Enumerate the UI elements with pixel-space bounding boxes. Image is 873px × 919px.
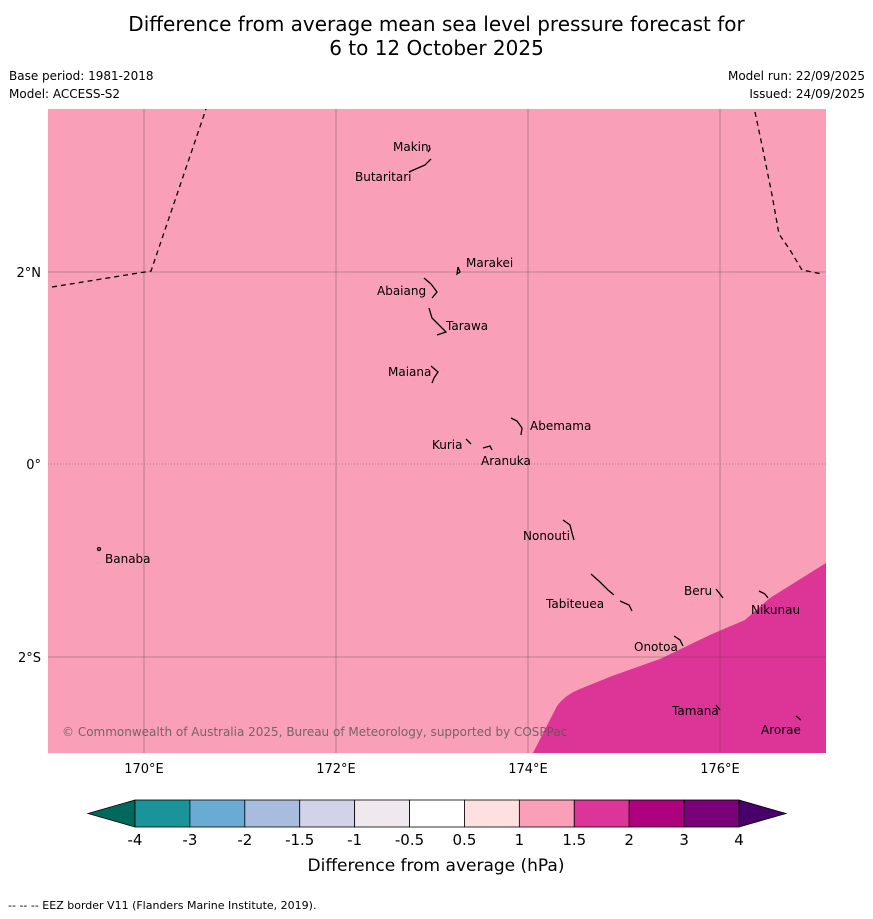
colorbar-bin-4 <box>354 799 410 828</box>
nonouti-outline <box>562 519 575 541</box>
label-banaba: Banaba <box>105 552 151 566</box>
banaba-outline <box>96 546 102 552</box>
lon-label-170e: 170°E <box>124 762 164 777</box>
colorbar-bin-5 <box>409 799 465 828</box>
colorbar-tick-label: 1.5 <box>562 831 586 849</box>
lat-label-0: 0° <box>26 458 41 473</box>
label-marakei: Marakei <box>466 256 513 270</box>
maiana-outline <box>430 365 439 384</box>
kuria-outline <box>465 438 472 445</box>
issued-date: Issued: 24/09/2025 <box>749 87 865 101</box>
onotoa-outline <box>673 635 684 647</box>
graticule <box>48 109 826 753</box>
label-nonouti: Nonouti <box>523 529 570 543</box>
lon-label-174e: 174°E <box>508 762 548 777</box>
chart-title: Difference from average mean sea level p… <box>0 12 873 60</box>
colorbar-tick-label: -2 <box>237 831 252 849</box>
abaiang-outline <box>423 277 438 299</box>
beru-outline <box>715 588 724 599</box>
label-makin: Makin <box>393 140 429 154</box>
butaritari-outline <box>408 158 432 173</box>
colorbar-tick-label: 2 <box>624 831 634 849</box>
arorae-outline <box>795 715 802 721</box>
colorbar: -4 -3 -2 -1.5 -1 -0.5 0.5 1 1.5 2 3 4 <box>86 799 788 849</box>
colorbar-bin-3 <box>299 799 356 828</box>
label-beru: Beru <box>684 584 712 598</box>
colorbar-title: Difference from average (hPa) <box>308 856 565 876</box>
island-outlines <box>96 144 802 721</box>
title-line-1: Difference from average mean sea level p… <box>128 12 745 36</box>
colorbar-bin-1 <box>189 799 246 828</box>
axis-labels: 170°E 172°E 174°E 176°E 2°N 0° 2°S <box>17 266 740 777</box>
model-run: Model run: 22/09/2025 <box>727 69 865 83</box>
abemama-outline <box>510 417 523 436</box>
base-period: Base period: 1981-2018 <box>9 69 154 83</box>
label-tamana: Tamana <box>671 704 719 718</box>
lat-label-2s: 2°S <box>18 651 41 666</box>
tarawa-outline <box>428 307 448 336</box>
meta-left: Base period: 1981-2018 Model: ACCESS-S2 <box>9 67 154 103</box>
colorbar-tick-label: 4 <box>734 831 744 849</box>
copyright-notice: © Commonwealth of Australia 2025, Bureau… <box>62 725 567 739</box>
label-abemama: Abemama <box>530 419 591 433</box>
title-line-2: 6 to 12 October 2025 <box>329 36 544 60</box>
label-kuria: Kuria <box>432 438 463 452</box>
anomaly-field-1.5-to-2 <box>533 563 826 753</box>
label-aranuka: Aranuka <box>481 454 531 468</box>
nikunau-outline <box>758 590 769 599</box>
label-butaritari: Butaritari <box>355 170 412 184</box>
lat-label-2n: 2°N <box>17 266 42 281</box>
label-nikunau: Nikunau <box>751 603 800 617</box>
eez-border-east <box>754 111 823 275</box>
eez-footnote: -- -- -- EEZ border V11 (Flanders Marine… <box>8 899 317 912</box>
makin-outline <box>427 144 431 153</box>
map-panel: Makin Butaritari Marakei Abaiang Tarawa … <box>48 109 826 753</box>
lon-label-176e: 176°E <box>700 762 740 777</box>
colorbar-tick-label: -0.5 <box>395 831 424 849</box>
label-abaiang: Abaiang <box>377 284 426 298</box>
tabiteuea-outline <box>590 573 633 612</box>
colorbar-bin-8 <box>573 799 630 828</box>
label-maiana: Maiana <box>388 365 431 379</box>
colorbar-tick-label: 3 <box>679 831 689 849</box>
eez-borders <box>51 109 823 288</box>
colorbar-bin-9 <box>628 799 685 828</box>
marakei-outline <box>456 266 461 276</box>
label-arorae: Arorae <box>761 723 801 737</box>
label-onotoa: Onotoa <box>634 640 678 654</box>
aranuka-outline <box>482 445 493 451</box>
colorbar-bin-7 <box>518 799 575 828</box>
colorbar-tick-label: -1.5 <box>285 831 314 849</box>
colorbar-tick-label: -1 <box>347 831 362 849</box>
model-name: Model: ACCESS-S2 <box>9 87 121 101</box>
meta-right: Model run: 22/09/2025 Issued: 24/09/2025 <box>728 67 865 103</box>
colorbar-bin-0 <box>134 799 191 828</box>
label-tabiteuea: Tabiteuea <box>545 597 604 611</box>
label-tarawa: Tarawa <box>445 319 488 333</box>
colorbar-bin-2 <box>244 799 301 828</box>
colorbar-extend-high <box>738 799 788 828</box>
colorbar-bin-10 <box>683 799 740 828</box>
colorbar-tick-label: -3 <box>182 831 197 849</box>
colorbar-bin-6 <box>464 799 520 828</box>
eez-border-west <box>51 109 207 288</box>
tamana-outline <box>715 704 721 711</box>
colorbar-extend-low <box>86 799 136 828</box>
place-labels: Makin Butaritari Marakei Abaiang Tarawa … <box>105 140 801 737</box>
colorbar-tick-label: -4 <box>128 831 143 849</box>
colorbar-tick-label: 1 <box>515 831 525 849</box>
lon-label-172e: 172°E <box>316 762 356 777</box>
colorbar-tick-label: 0.5 <box>453 831 477 849</box>
